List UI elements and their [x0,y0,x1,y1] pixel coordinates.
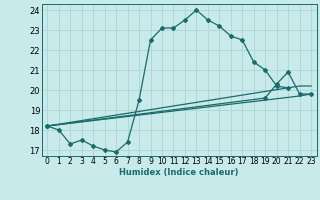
X-axis label: Humidex (Indice chaleur): Humidex (Indice chaleur) [119,168,239,177]
